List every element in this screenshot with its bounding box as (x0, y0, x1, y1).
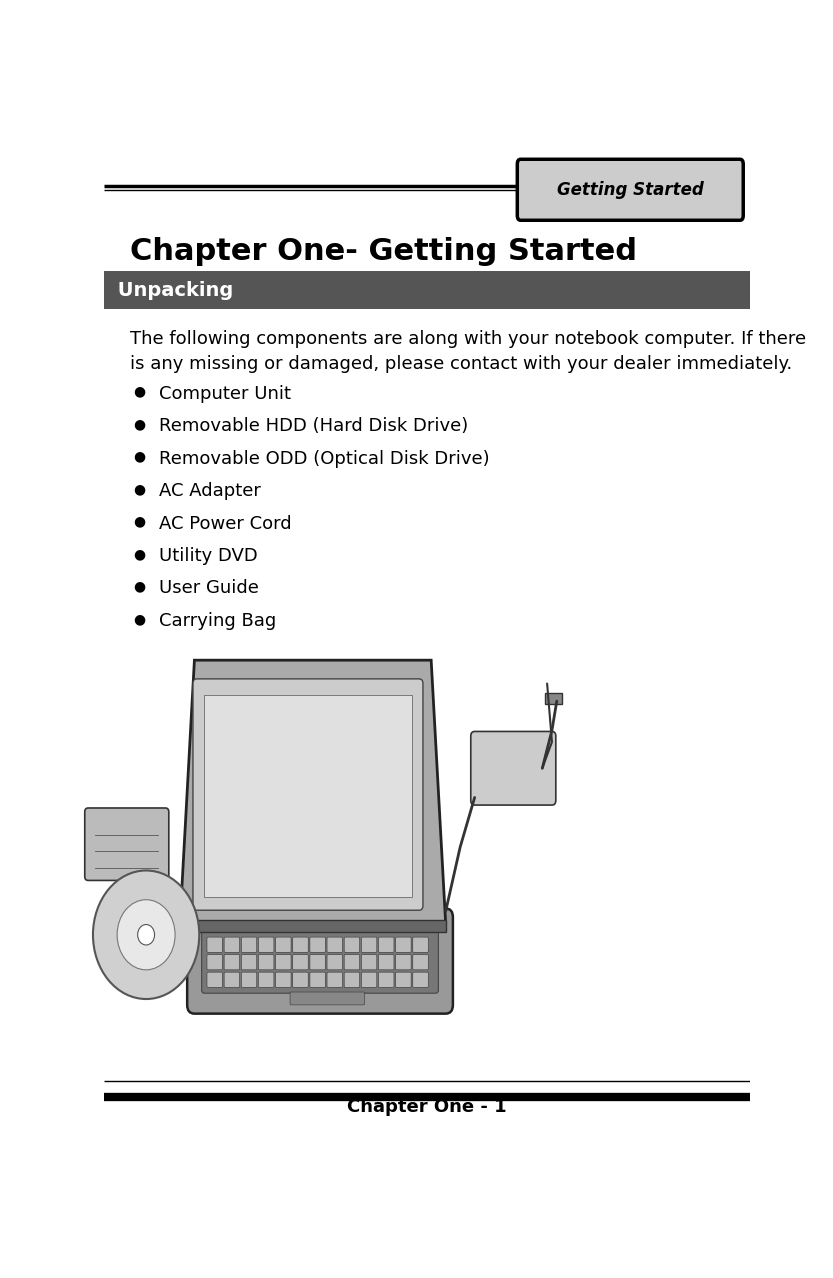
FancyBboxPatch shape (193, 679, 423, 910)
FancyBboxPatch shape (292, 937, 308, 952)
Text: AC Adapter: AC Adapter (159, 482, 261, 500)
FancyBboxPatch shape (276, 937, 291, 952)
FancyBboxPatch shape (242, 973, 257, 988)
FancyBboxPatch shape (290, 992, 365, 1005)
FancyBboxPatch shape (344, 937, 360, 952)
Ellipse shape (117, 900, 175, 970)
FancyBboxPatch shape (517, 160, 743, 220)
FancyBboxPatch shape (310, 973, 326, 988)
Bar (104, 271, 750, 309)
FancyBboxPatch shape (258, 937, 274, 952)
FancyBboxPatch shape (396, 937, 412, 952)
FancyBboxPatch shape (207, 955, 222, 970)
FancyBboxPatch shape (276, 955, 291, 970)
FancyBboxPatch shape (258, 973, 274, 988)
Text: Getting Started: Getting Started (557, 180, 704, 199)
FancyBboxPatch shape (362, 955, 377, 970)
FancyBboxPatch shape (276, 973, 291, 988)
Bar (545, 694, 561, 704)
FancyBboxPatch shape (202, 929, 438, 993)
FancyBboxPatch shape (292, 955, 308, 970)
FancyBboxPatch shape (378, 955, 394, 970)
Text: Removable HDD (Hard Disk Drive): Removable HDD (Hard Disk Drive) (159, 417, 468, 435)
Text: Computer Unit: Computer Unit (159, 385, 291, 403)
Text: ●: ● (133, 417, 146, 431)
FancyBboxPatch shape (362, 973, 377, 988)
Text: Unpacking: Unpacking (111, 281, 233, 300)
Text: Utility DVD: Utility DVD (159, 547, 257, 565)
FancyBboxPatch shape (310, 937, 326, 952)
FancyBboxPatch shape (378, 937, 394, 952)
FancyBboxPatch shape (471, 731, 556, 805)
Text: ●: ● (133, 612, 146, 626)
FancyBboxPatch shape (396, 973, 412, 988)
Text: Chapter One- Getting Started: Chapter One- Getting Started (130, 236, 637, 266)
Text: ●: ● (133, 515, 146, 529)
FancyBboxPatch shape (327, 955, 342, 970)
FancyBboxPatch shape (413, 955, 428, 970)
FancyBboxPatch shape (344, 973, 360, 988)
Ellipse shape (137, 924, 155, 944)
Text: ●: ● (133, 579, 146, 593)
Polygon shape (180, 661, 446, 923)
FancyBboxPatch shape (396, 955, 412, 970)
FancyBboxPatch shape (344, 955, 360, 970)
FancyBboxPatch shape (85, 808, 169, 881)
Text: Chapter One - 1: Chapter One - 1 (347, 1098, 506, 1116)
FancyBboxPatch shape (413, 937, 428, 952)
Ellipse shape (93, 870, 199, 999)
FancyBboxPatch shape (224, 955, 240, 970)
FancyBboxPatch shape (292, 973, 308, 988)
Text: The following components are along with your notebook computer. If there
is any : The following components are along with … (130, 331, 806, 373)
FancyBboxPatch shape (224, 973, 240, 988)
FancyBboxPatch shape (310, 955, 326, 970)
FancyBboxPatch shape (207, 937, 222, 952)
Text: ●: ● (133, 450, 146, 464)
Bar (204, 695, 412, 897)
Text: AC Power Cord: AC Power Cord (159, 515, 292, 533)
Text: ●: ● (133, 482, 146, 496)
FancyBboxPatch shape (242, 937, 257, 952)
FancyBboxPatch shape (187, 909, 453, 1013)
FancyBboxPatch shape (258, 955, 274, 970)
FancyBboxPatch shape (413, 973, 428, 988)
FancyBboxPatch shape (242, 955, 257, 970)
Text: User Guide: User Guide (159, 579, 259, 597)
Bar (194, 920, 446, 932)
Text: Carrying Bag: Carrying Bag (159, 612, 277, 630)
FancyBboxPatch shape (224, 937, 240, 952)
Text: Removable ODD (Optical Disk Drive): Removable ODD (Optical Disk Drive) (159, 450, 490, 468)
Text: ●: ● (133, 385, 146, 399)
FancyBboxPatch shape (327, 973, 342, 988)
FancyBboxPatch shape (378, 973, 394, 988)
FancyBboxPatch shape (362, 937, 377, 952)
FancyBboxPatch shape (327, 937, 342, 952)
Text: ●: ● (133, 547, 146, 561)
FancyBboxPatch shape (207, 973, 222, 988)
